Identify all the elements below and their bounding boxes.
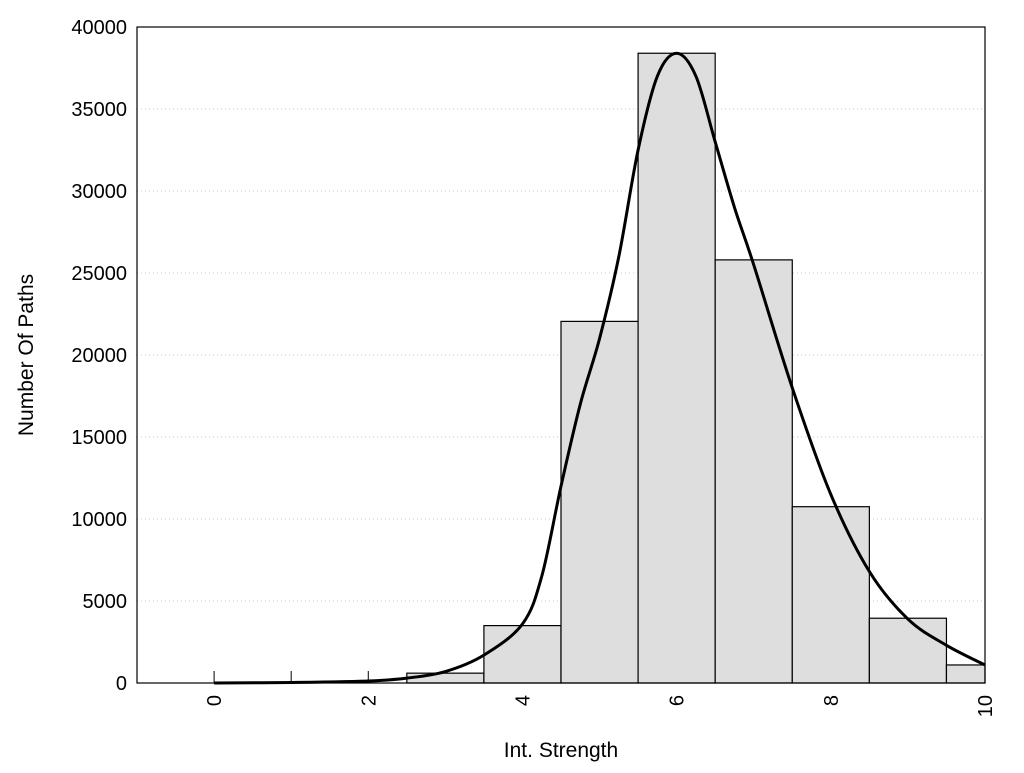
plot-frame (136, 26, 986, 684)
y-axis-label: Number Of Paths (15, 274, 38, 436)
y-tick-label: 35000 (71, 99, 127, 121)
x-tick-label: 0 (204, 695, 226, 706)
bar (714, 259, 793, 684)
x-axis-label: Int. Strength (504, 739, 618, 762)
y-tick-label: 15000 (71, 427, 127, 449)
y-tick-label: 25000 (71, 263, 127, 285)
bar (560, 320, 639, 684)
y-tick-label: 40000 (71, 17, 127, 39)
x-tick-label: 8 (821, 695, 843, 706)
x-tick-label: 2 (358, 695, 380, 706)
y-tick-labels: 0 5000 10000 15000 20000 25000 30000 35000 40000 (71, 17, 127, 695)
y-tick-label: 20000 (71, 345, 127, 367)
y-tick-label: 0 (116, 673, 127, 695)
bar (637, 52, 716, 684)
bar (791, 506, 870, 684)
density-curve (214, 51, 986, 685)
y-tick-label: 10000 (71, 509, 127, 531)
x-tick-label: 6 (667, 695, 689, 706)
x-tick-label: 10 (975, 695, 997, 717)
x-tick-label: 4 (512, 695, 534, 706)
y-tick-label: 5000 (83, 591, 128, 613)
bar (483, 624, 562, 684)
x-tick-labels: 0 2 4 6 8 10 (204, 695, 997, 717)
bar (868, 617, 948, 684)
bars (406, 52, 986, 684)
y-tick-label: 30000 (71, 181, 127, 203)
bar (945, 664, 986, 684)
